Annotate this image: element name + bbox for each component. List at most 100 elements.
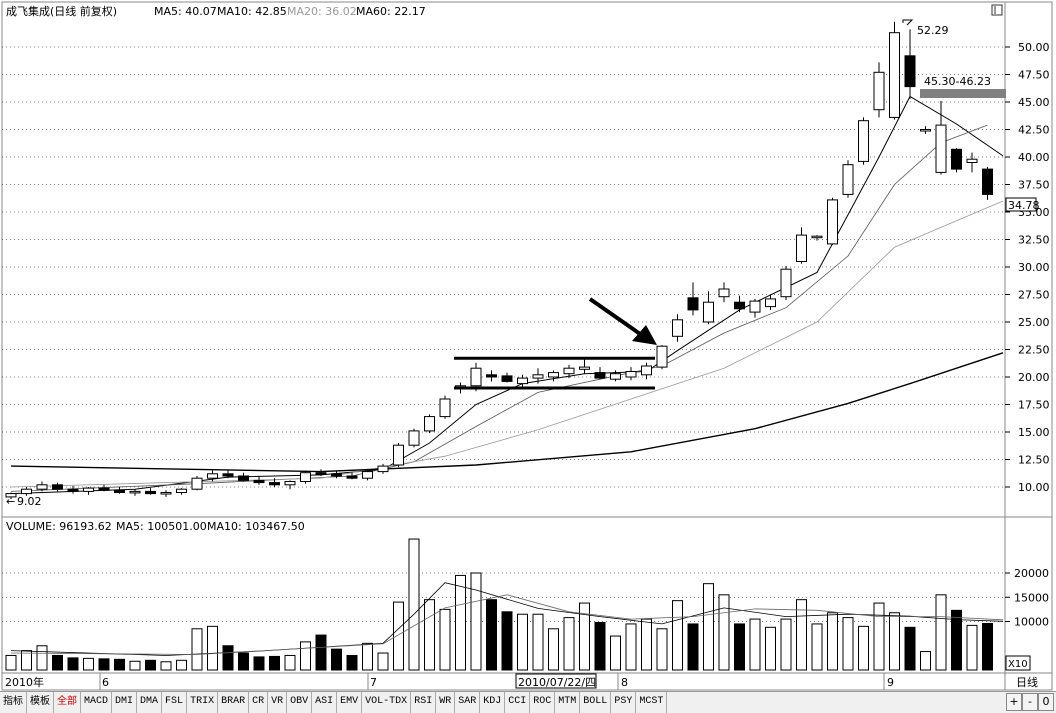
tab-trix[interactable]: TRIX [187, 692, 219, 713]
candle-up [641, 365, 652, 376]
candle-up [362, 471, 373, 479]
volume-bar-up [129, 660, 141, 671]
candle-up [191, 477, 203, 490]
candle-up [207, 473, 218, 479]
month-label-8: 8 [621, 676, 628, 689]
candle-down [52, 484, 63, 490]
volume-unit-box [1005, 655, 1031, 671]
candle-up [160, 492, 172, 495]
candle-down [67, 488, 79, 492]
tab-asi[interactable]: ASI [312, 692, 338, 713]
volume-bar-up [160, 661, 172, 671]
candle-up [579, 366, 590, 370]
candle-down [331, 473, 342, 477]
indicator-tab-bar: 指标 模板 全部 MACD DMI DMA FSL TRIX BRAR CR V… [0, 691, 1056, 713]
zoom-in-button[interactable]: + [1006, 693, 1022, 711]
tab-emv[interactable]: EMV [337, 692, 363, 713]
volume-bar-up [672, 600, 683, 671]
price-tick-label: 32.50 [1018, 234, 1050, 247]
title-ma5: MA5: 40.07 [154, 5, 217, 18]
volume-ma10: MA10: 103467.50 [207, 520, 305, 533]
tab-brar[interactable]: BRAR [218, 692, 250, 713]
candle-up [21, 488, 32, 495]
volume-bar-up [455, 574, 466, 671]
volume-ma5: MA5: 100501.00 [116, 520, 207, 533]
volume-bar-down [501, 611, 513, 671]
tab-roc[interactable]: ROC [530, 692, 556, 713]
volume-bar-up [83, 657, 94, 671]
volume-bar-up [842, 617, 854, 671]
candle-up [842, 164, 854, 195]
tab-cci[interactable]: CCI [505, 692, 531, 713]
candle-down [269, 482, 280, 486]
tab-mtm[interactable]: MTM [555, 692, 581, 713]
tab-boll[interactable]: BOLL [580, 692, 612, 713]
volume-bar-up [920, 651, 931, 671]
support-resistance-lines [454, 356, 655, 390]
last-price-box [1005, 197, 1037, 212]
tab-wr[interactable]: WR [436, 692, 456, 713]
tab-mcst[interactable]: MCST [636, 692, 668, 713]
price-tick-label: 20.00 [1018, 371, 1050, 384]
candle-up [873, 71, 885, 111]
candle-up [563, 367, 575, 375]
date-cursor: 2010/07/22/四 [518, 676, 596, 689]
candle-up [780, 268, 792, 298]
range-label: 45.30-46.23 [924, 75, 991, 88]
tab-all[interactable]: 全部 [54, 692, 81, 713]
zoom-out-button[interactable]: - [1022, 693, 1038, 711]
price-tick-label: 10.00 [1018, 481, 1050, 494]
reset-button[interactable]: 0 [1038, 693, 1054, 711]
candle-up [920, 129, 931, 132]
low-label: 9.02 [17, 495, 42, 508]
candle-down [222, 473, 234, 477]
candle-up [718, 288, 730, 298]
tab-template[interactable]: 模板 [27, 692, 54, 713]
candle-up [176, 488, 187, 494]
tab-psy[interactable]: PSY [611, 692, 637, 713]
tab-kdj[interactable]: KDJ [480, 692, 506, 713]
tab-obv[interactable]: OBV [287, 692, 313, 713]
price-tick-label: 30.00 [1018, 261, 1050, 274]
price-tick-label: 47.50 [1018, 69, 1050, 82]
candle-down [98, 487, 110, 491]
candle-up [749, 300, 761, 313]
candle-up [300, 472, 311, 483]
volume-bar-up [827, 612, 838, 671]
tab-dmi[interactable]: DMI [112, 692, 138, 713]
volume-bar-up [796, 599, 807, 671]
volume-bar-up [470, 572, 482, 671]
volume-ma-lines [10, 582, 1004, 656]
candle-up [408, 430, 420, 446]
volume-bar-up [377, 652, 389, 671]
tab-rsi[interactable]: RSI [411, 692, 437, 713]
volume-bar-up [21, 650, 32, 671]
tab-vol-tdx[interactable]: VOL-TDX [362, 692, 412, 713]
volume-bar-up [858, 625, 869, 671]
candle-up [966, 158, 978, 163]
candle-up [439, 398, 451, 418]
tab-dma[interactable]: DMA [137, 692, 163, 713]
window-toggle-icon[interactable] [991, 4, 1003, 16]
volume-bar-up [935, 594, 947, 671]
price-tick-label: 17.50 [1018, 399, 1050, 412]
candle-up [610, 373, 621, 380]
tab-fsl[interactable]: FSL [162, 692, 188, 713]
tab-indicator[interactable]: 指标 [0, 692, 27, 713]
candle-down [486, 374, 497, 378]
price-tick-label: 25.00 [1018, 316, 1050, 329]
price-tick-label: 12.50 [1018, 454, 1050, 467]
tab-sar[interactable]: SAR [455, 692, 481, 713]
month-label-7: 7 [370, 676, 377, 689]
candle-up [393, 444, 404, 466]
volume-bar-up [703, 583, 714, 671]
tab-macd[interactable]: MACD [81, 692, 113, 713]
tab-vr[interactable]: VR [268, 692, 288, 713]
volume-axis: 20000 15000 10000 [1005, 567, 1049, 629]
tab-cr[interactable]: CR [249, 692, 269, 713]
price-axis: 50.0047.5045.0042.5040.0037.5035.0032.50… [1005, 41, 1050, 494]
volume-bar-down [253, 656, 265, 671]
volume-bar-up [176, 659, 187, 671]
price-tick-label: 22.50 [1018, 344, 1050, 357]
